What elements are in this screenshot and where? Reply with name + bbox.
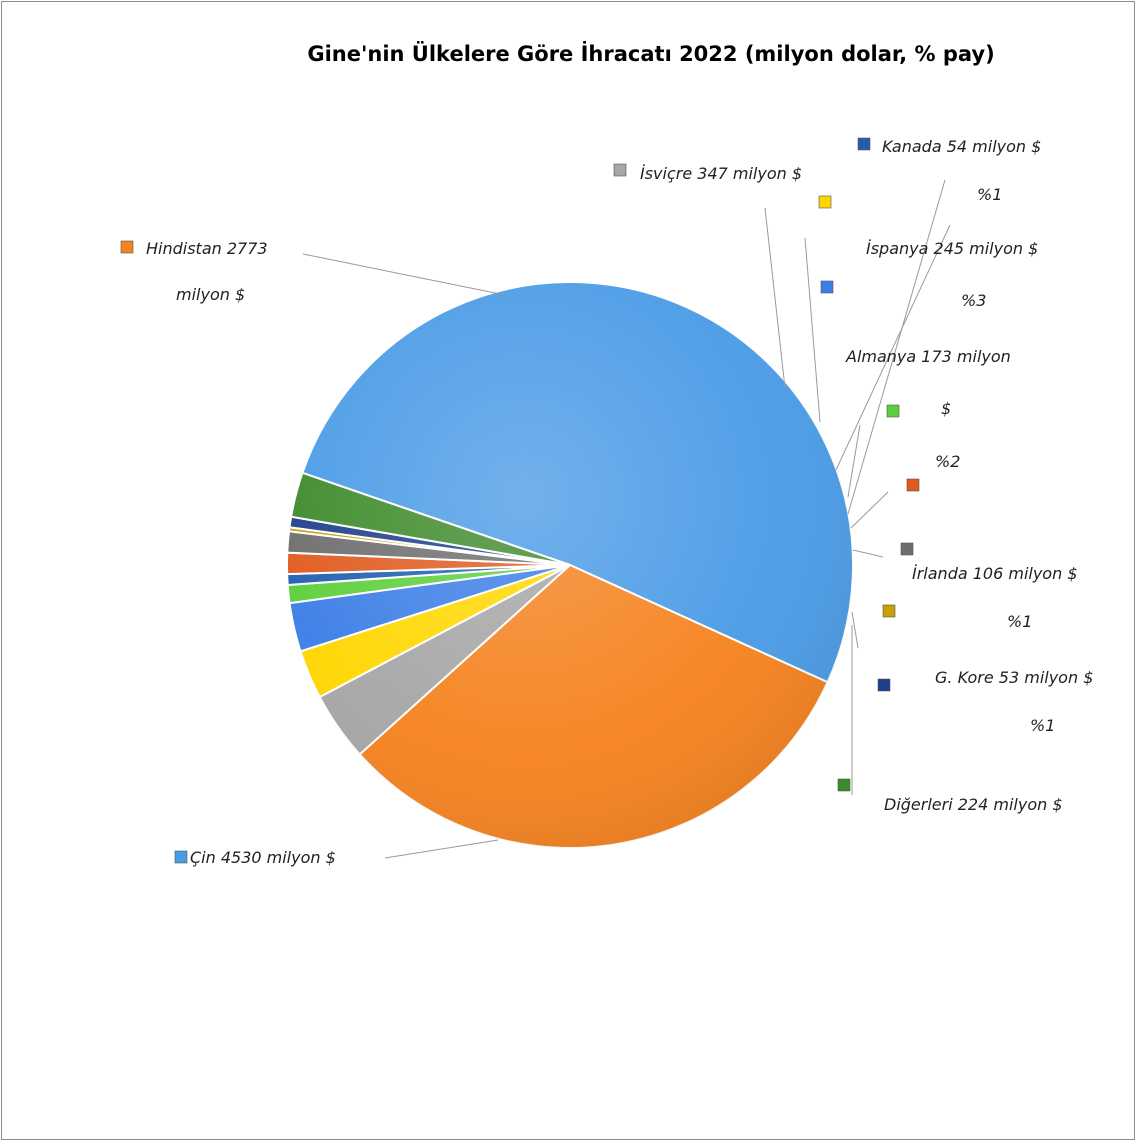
slice-label-3-line-1: İsviçre 347 milyon $ bbox=[640, 164, 802, 183]
legend-marker-12 bbox=[837, 778, 851, 792]
slice-label-9-line-2: %1 bbox=[1007, 612, 1032, 631]
leader-line-8 bbox=[850, 491, 889, 529]
slice-label-7-line-1: Kanada 54 milyon $ bbox=[882, 137, 1041, 156]
slice-label-12-line-1: Diğerleri 224 milyon $ bbox=[884, 795, 1063, 814]
slice-labels: Çin 4530 milyon $ Hindistan 2773 milyon $ İ… bbox=[120, 137, 1093, 867]
legend-marker-4 bbox=[818, 195, 832, 209]
legend-marker-10 bbox=[882, 604, 896, 618]
legend-marker-3 bbox=[613, 163, 627, 177]
leader-line-10 bbox=[851, 611, 859, 649]
slice-label-6-line-1: Almanya 173 milyon bbox=[845, 347, 1011, 366]
leader-line-4 bbox=[804, 237, 821, 423]
legend-marker-7 bbox=[857, 137, 871, 151]
legend-marker-2 bbox=[120, 240, 134, 254]
legend-marker-9 bbox=[900, 542, 914, 556]
leader-line-1 bbox=[384, 839, 499, 859]
legend-marker-8 bbox=[906, 478, 920, 492]
legend-marker-11 bbox=[877, 678, 891, 692]
leader-line-2 bbox=[302, 253, 506, 296]
leader-line-6 bbox=[847, 424, 861, 498]
slice-label-11-line-2: %1 bbox=[1030, 716, 1055, 735]
slice-label-5-line-2: %3 bbox=[961, 291, 986, 310]
slice-label-9-line-1: İrlanda 106 milyon $ bbox=[912, 564, 1078, 583]
legend-marker-6 bbox=[886, 404, 900, 418]
slice-label-11-line-1: G. Kore 53 milyon $ bbox=[935, 668, 1093, 687]
legend-marker-5 bbox=[820, 280, 834, 294]
slice-label-2-line-1: Hindistan 2773 bbox=[146, 239, 268, 258]
slice-label-8-line-1: %2 bbox=[935, 452, 960, 471]
leader-line-3 bbox=[764, 207, 786, 389]
slice-label-7-line-2: %1 bbox=[977, 185, 1002, 204]
leader-line-5 bbox=[835, 224, 951, 471]
slice-label-5-line-1: İspanya 245 milyon $ bbox=[866, 239, 1038, 258]
leader-line-9 bbox=[852, 549, 884, 558]
pie-slices bbox=[286, 281, 854, 849]
legend-marker-1 bbox=[174, 850, 188, 864]
leader-lines bbox=[302, 179, 951, 859]
slice-label-6-line-2: $ bbox=[941, 399, 951, 418]
chart-title: Gine'nin Ülkelere Göre İhracatı 2022 (mi… bbox=[307, 41, 994, 66]
leader-line-7 bbox=[847, 179, 946, 515]
slice-label-2-line-2: milyon $ bbox=[176, 285, 245, 304]
slice-label-1-line-1: Çin 4530 milyon $ bbox=[190, 848, 336, 867]
